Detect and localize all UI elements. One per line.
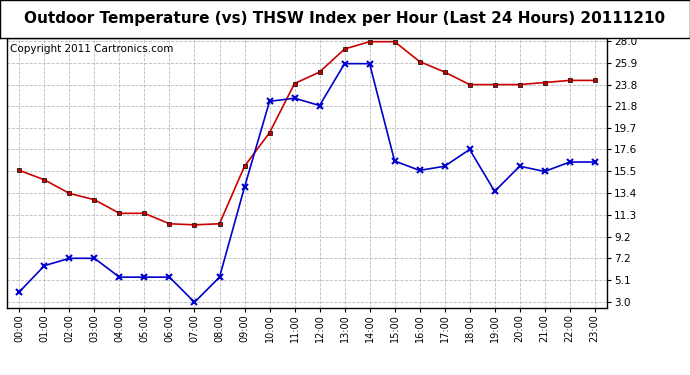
Text: Outdoor Temperature (vs) THSW Index per Hour (Last 24 Hours) 20111210: Outdoor Temperature (vs) THSW Index per … [24,11,666,26]
Text: Copyright 2011 Cartronics.com: Copyright 2011 Cartronics.com [10,44,173,54]
